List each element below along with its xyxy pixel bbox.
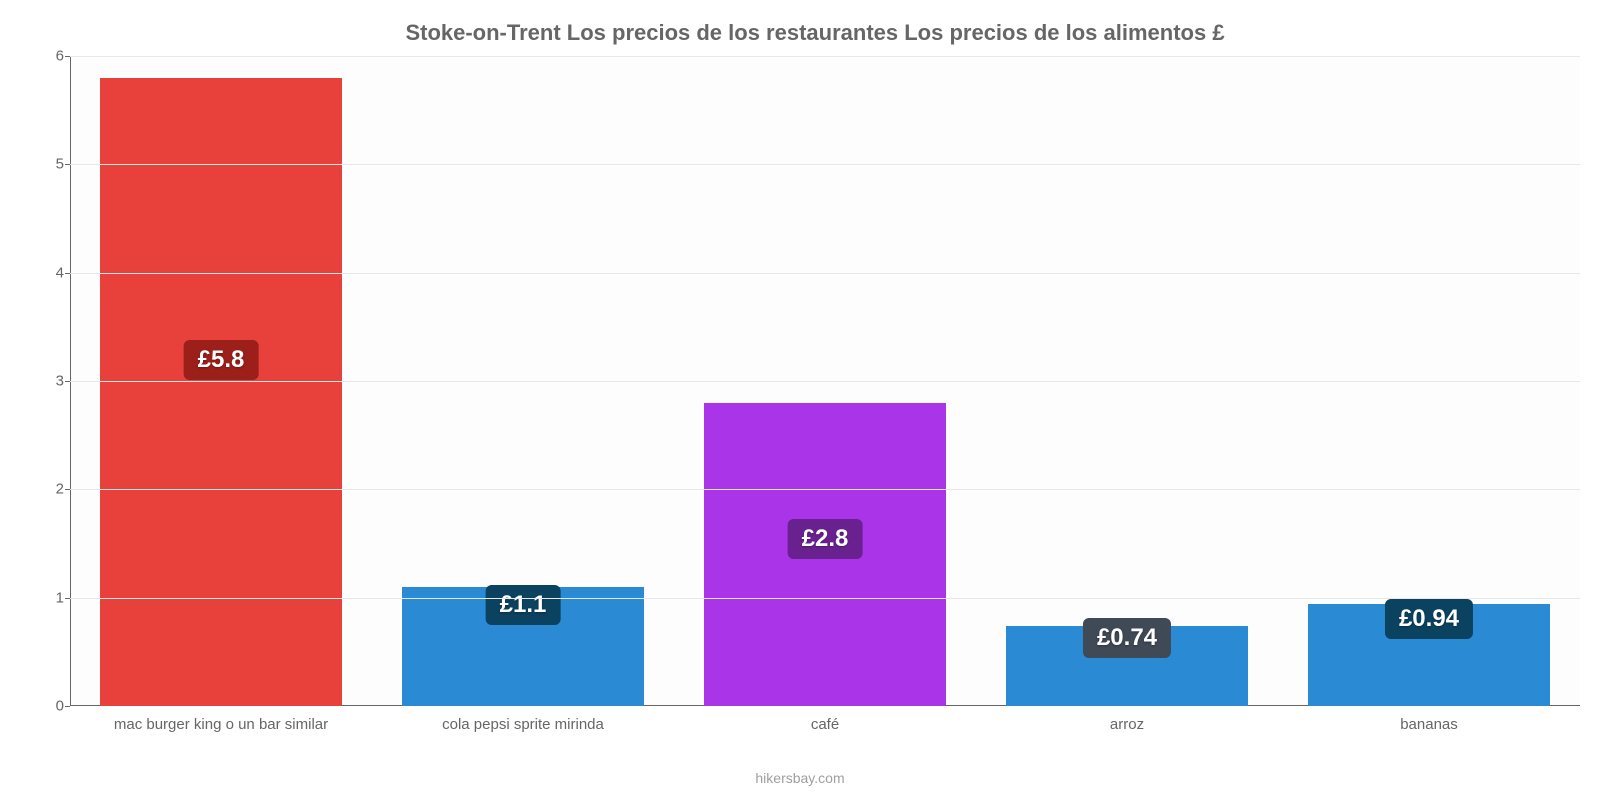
bar-value-badge: £1.1 — [486, 585, 561, 625]
y-tick-label: 3 — [38, 373, 64, 390]
gridline — [70, 598, 1580, 599]
bar: £5.8 — [100, 78, 342, 706]
y-tick-label: 1 — [38, 589, 64, 606]
bar: £1.1 — [402, 587, 644, 706]
y-tick-mark — [65, 381, 70, 382]
bar: £2.8 — [704, 403, 946, 706]
gridline — [70, 273, 1580, 274]
y-tick-label: 2 — [38, 481, 64, 498]
x-tick-label: bananas — [1400, 716, 1458, 733]
y-tick-label: 6 — [38, 48, 64, 65]
gridline — [70, 56, 1580, 57]
x-tick-label: mac burger king o un bar similar — [114, 716, 328, 733]
credit-text: hikersbay.com — [0, 770, 1600, 786]
bar: £0.74 — [1006, 626, 1248, 706]
bar-value-badge: £0.74 — [1083, 618, 1171, 658]
y-tick-mark — [65, 164, 70, 165]
plot-area: £5.8£1.1£2.8£0.74£0.94 0123456mac burger… — [70, 56, 1580, 706]
y-tick-label: 0 — [38, 698, 64, 715]
y-tick-mark — [65, 273, 70, 274]
gridline — [70, 164, 1580, 165]
gridline — [70, 381, 1580, 382]
chart-title: Stoke-on-Trent Los precios de los restau… — [60, 20, 1570, 46]
y-tick-mark — [65, 706, 70, 707]
x-tick-label: café — [811, 716, 839, 733]
x-tick-label: arroz — [1110, 716, 1144, 733]
y-tick-mark — [65, 56, 70, 57]
y-tick-mark — [65, 489, 70, 490]
y-tick-label: 5 — [38, 156, 64, 173]
bar-value-badge: £5.8 — [184, 340, 259, 380]
bar-value-badge: £2.8 — [788, 519, 863, 559]
y-tick-mark — [65, 598, 70, 599]
x-tick-label: cola pepsi sprite mirinda — [442, 716, 604, 733]
y-tick-label: 4 — [38, 264, 64, 281]
gridline — [70, 489, 1580, 490]
chart-container: Stoke-on-Trent Los precios de los restau… — [0, 0, 1600, 800]
bar-value-badge: £0.94 — [1385, 599, 1473, 639]
bar: £0.94 — [1308, 604, 1550, 706]
